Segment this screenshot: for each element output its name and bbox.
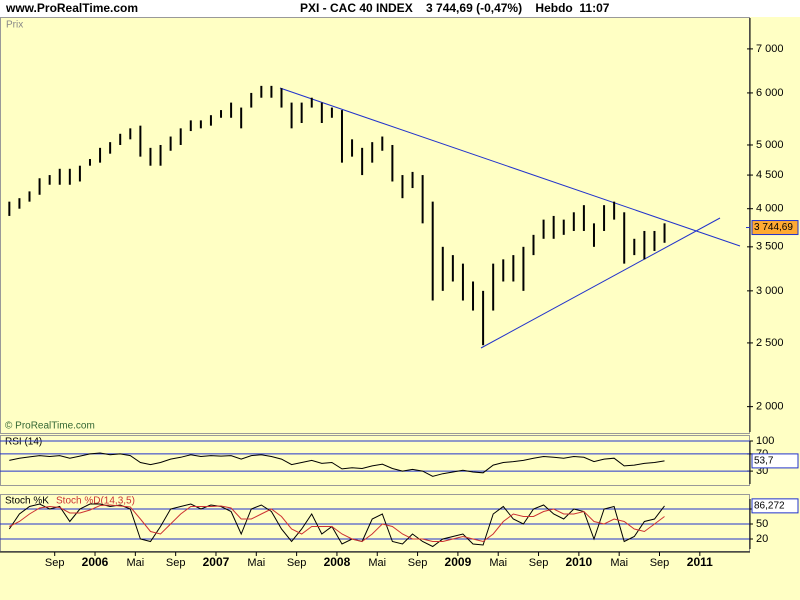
value-box xyxy=(751,498,799,514)
y-tick-label: 3 500 xyxy=(756,241,784,253)
y-tick-label: 7 000 xyxy=(756,43,784,55)
y-tick-label: 4 000 xyxy=(756,203,784,215)
line-series xyxy=(9,452,665,477)
x-tick-label: Sep xyxy=(408,557,428,569)
value-label: 53,7 xyxy=(754,456,774,467)
x-tick-label: Sep xyxy=(287,557,307,569)
y-tick-label: 100 xyxy=(756,435,774,447)
panel-label: Prix xyxy=(6,20,23,31)
y-tick-label: 4 500 xyxy=(756,169,784,181)
trend-line xyxy=(279,87,741,247)
legend-entry: Stoch %K xyxy=(5,496,49,507)
x-tick-label: Mai xyxy=(247,557,265,569)
trend-line xyxy=(480,217,721,349)
price-panel xyxy=(0,17,750,434)
line-series xyxy=(8,503,665,548)
x-tick-label: Mai xyxy=(368,557,386,569)
site: www.ProRealTime.com xyxy=(5,1,138,15)
y-tick-label: 20 xyxy=(756,533,768,545)
x-tick-label: Sep xyxy=(650,557,670,569)
y-tick-label: 2 500 xyxy=(756,337,784,349)
panel-label: RSI (14) xyxy=(5,437,42,448)
x-tick-label: 2010 xyxy=(566,555,593,569)
x-tick-label: Sep xyxy=(166,557,186,569)
line-series xyxy=(9,504,665,543)
x-tick-label: 2006 xyxy=(82,555,109,569)
y-tick-label: 5 000 xyxy=(756,139,784,151)
header-title: PXI - CAC 40 INDEX 3 744,69 (-0,47%) Heb… xyxy=(300,1,610,15)
y-tick-label: 2 000 xyxy=(756,401,784,413)
x-tick-label: Mai xyxy=(610,557,628,569)
header-bar xyxy=(0,0,800,17)
value-label: 86,272 xyxy=(754,501,785,512)
x-tick-label: 2008 xyxy=(324,555,351,569)
value-box xyxy=(751,453,799,469)
x-tick-label: Mai xyxy=(489,557,507,569)
credit: © ProRealTime.com xyxy=(5,421,95,432)
value-label: 3 744,69 xyxy=(754,222,793,233)
x-tick-label: 2011 xyxy=(687,555,713,569)
x-tick-label: 2009 xyxy=(445,555,472,569)
x-tick-label: Sep xyxy=(529,557,549,569)
y-tick-label: 6 000 xyxy=(756,87,784,99)
x-tick-label: Sep xyxy=(45,557,65,569)
legend-entry: Stoch %D(14,3,5) xyxy=(56,496,135,507)
x-tick-label: 2007 xyxy=(203,555,230,569)
rsi-panel xyxy=(0,435,750,486)
stoch-panel xyxy=(0,494,750,552)
value-box xyxy=(751,220,799,236)
y-tick-label: 50 xyxy=(756,518,768,530)
x-tick-label: Mai xyxy=(126,557,144,569)
y-tick-label: 3 000 xyxy=(756,285,784,297)
